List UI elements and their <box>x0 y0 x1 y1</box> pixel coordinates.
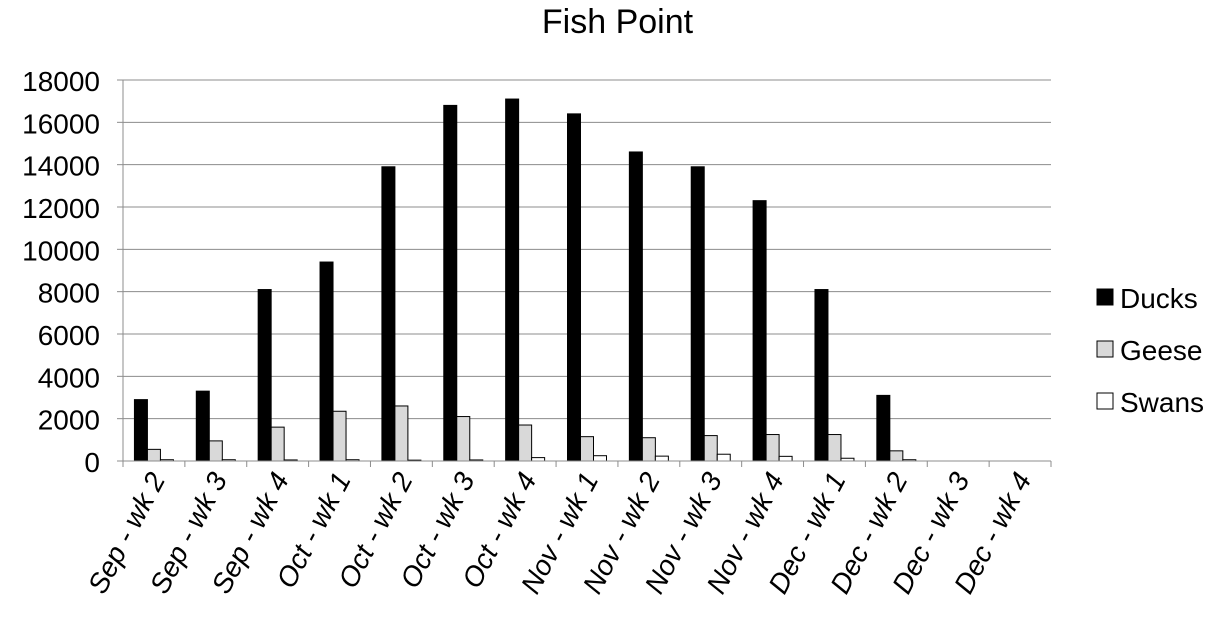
bar-ducks <box>876 394 891 462</box>
legend-label-swans: Swans <box>1120 387 1204 418</box>
bar-ducks <box>690 166 705 462</box>
y-tick-label: 16000 <box>22 108 100 139</box>
bar-swans <box>531 457 546 462</box>
y-tick-label: 18000 <box>22 66 100 97</box>
bar-geese <box>889 450 904 462</box>
bar-ducks <box>443 104 458 462</box>
chart-title: Fish Point <box>541 3 694 41</box>
y-tick-label: 2000 <box>38 405 100 436</box>
y-tick-label: 0 <box>84 447 100 478</box>
bar-ducks <box>133 399 148 462</box>
bars <box>133 98 917 462</box>
bar-swans <box>654 455 669 462</box>
y-tick-label: 10000 <box>22 235 100 266</box>
bar-geese <box>394 405 409 462</box>
bar-geese <box>518 424 533 462</box>
y-tick-label: 4000 <box>38 362 100 393</box>
bar-ducks <box>567 113 581 462</box>
legend: Ducks Geese Swans <box>1096 283 1204 418</box>
tick-labels: 0 2000 4000 6000 8000 10000 12000 14000 16000 180… <box>22 66 1037 599</box>
bar-swans <box>716 453 731 462</box>
bar-geese <box>703 435 718 462</box>
bar-geese <box>765 434 780 462</box>
bar-ducks <box>814 289 829 462</box>
legend-label-geese: Geese <box>1120 335 1203 366</box>
bar-swans <box>593 455 607 462</box>
bar-geese <box>332 410 347 462</box>
gridlines <box>123 79 1051 420</box>
bar-geese <box>827 434 842 462</box>
legend-swatch-geese <box>1096 340 1114 358</box>
bar-geese <box>456 416 471 462</box>
bar-ducks <box>381 166 396 462</box>
bar-geese <box>270 426 285 462</box>
bar-geese <box>641 437 656 462</box>
bar-geese <box>146 448 161 462</box>
bar-ducks <box>752 200 767 462</box>
y-tick-label: 14000 <box>22 151 100 182</box>
bar-ducks <box>628 151 643 462</box>
legend-swatch-swans <box>1096 392 1114 410</box>
bar-ducks <box>505 98 520 462</box>
bar-ducks <box>195 390 210 462</box>
y-tick-label: 12000 <box>22 193 100 224</box>
y-tick-label: 6000 <box>38 320 100 351</box>
bar-swans <box>778 455 793 462</box>
legend-swatch-ducks <box>1096 288 1114 306</box>
legend-label-ducks: Ducks <box>1120 283 1198 314</box>
y-tick-label: 8000 <box>38 278 100 309</box>
bar-geese <box>580 436 594 462</box>
bar-ducks <box>319 261 334 462</box>
bar-geese <box>208 440 223 462</box>
bar-ducks <box>257 289 272 462</box>
axes <box>117 79 1052 467</box>
